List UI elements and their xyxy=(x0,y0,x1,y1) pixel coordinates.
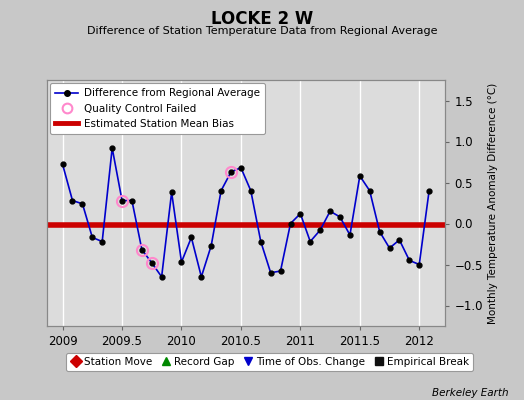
Legend: Difference from Regional Average, Quality Control Failed, Estimated Station Mean: Difference from Regional Average, Qualit… xyxy=(50,83,265,134)
Y-axis label: Monthly Temperature Anomaly Difference (°C): Monthly Temperature Anomaly Difference (… xyxy=(488,82,498,324)
Text: Difference of Station Temperature Data from Regional Average: Difference of Station Temperature Data f… xyxy=(87,26,437,36)
Text: Berkeley Earth: Berkeley Earth xyxy=(432,388,508,398)
Text: LOCKE 2 W: LOCKE 2 W xyxy=(211,10,313,28)
Legend: Station Move, Record Gap, Time of Obs. Change, Empirical Break: Station Move, Record Gap, Time of Obs. C… xyxy=(66,353,474,371)
